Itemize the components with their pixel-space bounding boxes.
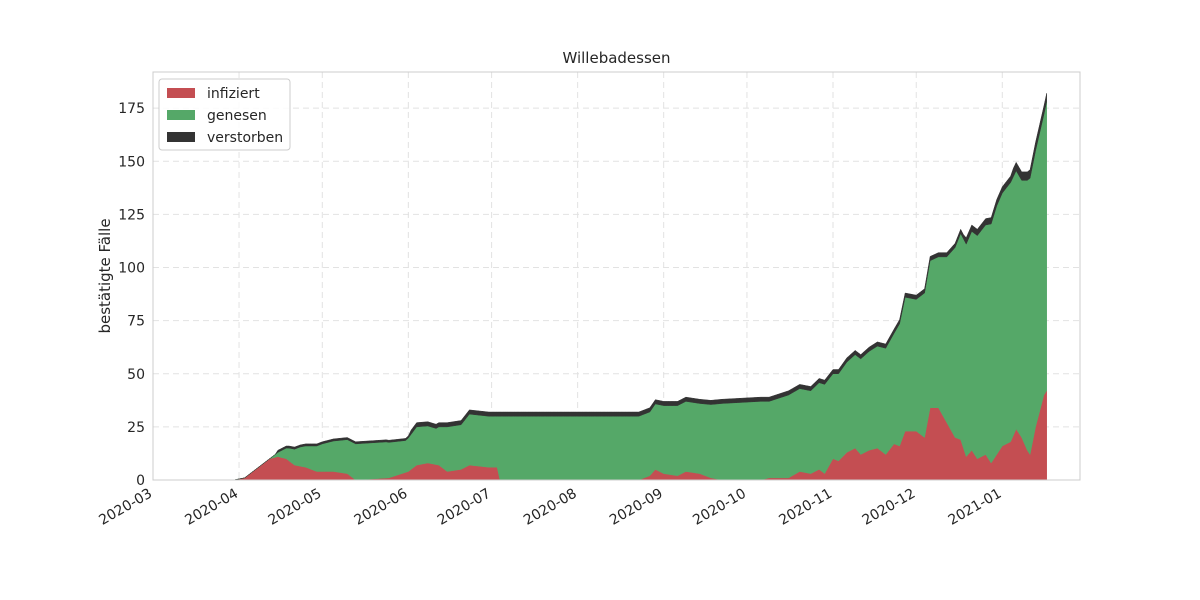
x-tick-label: 2020-10	[690, 486, 749, 529]
x-tick-label: 2020-04	[182, 486, 241, 529]
legend-label-infiziert: infiziert	[207, 86, 260, 102]
chart-title: Willebadessen	[562, 49, 670, 67]
x-tick-label: 2020-07	[435, 486, 494, 529]
legend-swatch-verstorben	[167, 132, 195, 142]
y-tick-label: 100	[118, 261, 145, 277]
y-tick-label: 0	[136, 473, 145, 489]
x-tick-label: 2020-11	[776, 486, 835, 529]
y-tick-label: 75	[127, 314, 145, 330]
y-tick-label: 50	[127, 367, 145, 383]
x-tick-label: 2021-01	[946, 486, 1005, 529]
y-axis-label: bestätigte Fälle	[96, 218, 114, 333]
x-tick-label: 2020-03	[96, 486, 155, 529]
legend-label-genesen: genesen	[207, 108, 267, 124]
area-verstorben	[233, 93, 1047, 481]
x-tick-label: 2020-06	[352, 486, 411, 529]
legend-label-verstorben: verstorben	[207, 130, 283, 146]
stacked-areas	[233, 93, 1047, 481]
x-tick-label: 2020-08	[521, 486, 580, 529]
y-tick-label: 125	[118, 207, 145, 223]
x-tick-label: 2020-05	[266, 486, 325, 529]
x-tick-label: 2020-12	[860, 486, 919, 529]
y-tick-label: 25	[127, 420, 145, 436]
y-tick-label: 175	[118, 101, 145, 117]
x-tick-label: 2020-09	[607, 486, 666, 529]
y-tick-label: 150	[118, 154, 145, 170]
x-axis: 2020-03 2020-04 2020-05 2020-06 2020-07 2020-…	[96, 486, 1004, 529]
legend-swatch-infiziert	[167, 88, 195, 98]
legend: infiziert genesen verstorben	[158, 78, 291, 151]
y-axis: 0 25 50 75 100 125 150 175	[118, 101, 145, 489]
plot-frame	[152, 71, 1081, 481]
legend-swatch-genesen	[167, 110, 195, 120]
